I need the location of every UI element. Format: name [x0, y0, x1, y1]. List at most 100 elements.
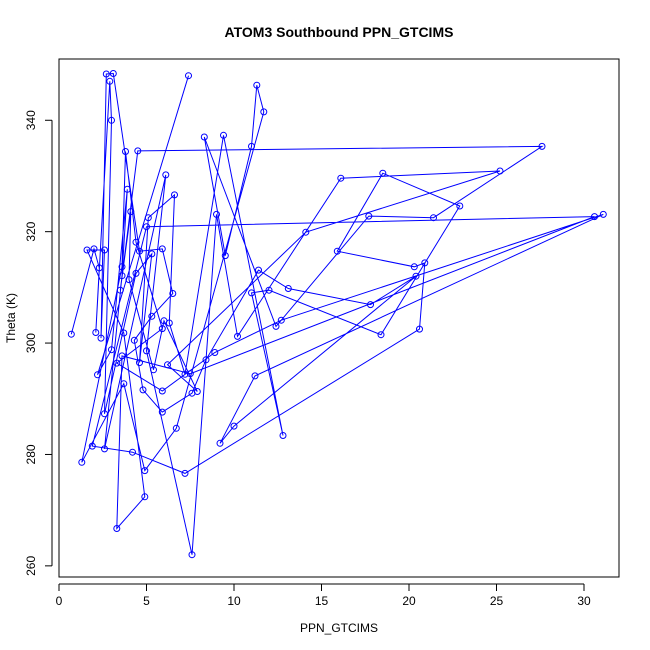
data-point [248, 142, 255, 150]
data-point [67, 330, 75, 338]
data-point [171, 191, 178, 199]
data-point [202, 356, 210, 364]
data-point [160, 317, 168, 325]
data-point [221, 252, 229, 260]
data-point [169, 290, 177, 297]
data-point [122, 148, 129, 155]
series-layer [67, 70, 607, 559]
data-point [158, 245, 166, 253]
data-point [284, 285, 292, 292]
data-point [94, 371, 101, 379]
data-point [136, 247, 143, 255]
data-point [230, 422, 238, 430]
data-point [97, 334, 105, 342]
data-point [599, 210, 607, 218]
y-axis-label: Theta (K) [4, 293, 18, 343]
y-tick-label: 320 [24, 221, 38, 241]
data-point [90, 245, 98, 253]
data-point [162, 171, 170, 179]
data-point [132, 238, 140, 246]
data-point [118, 352, 126, 360]
data-point [302, 228, 310, 236]
data-point [185, 72, 192, 80]
data-point [430, 214, 437, 222]
data-point [158, 408, 166, 416]
series-line [70, 72, 604, 555]
data-point [591, 213, 598, 221]
data-point [234, 332, 241, 340]
data-point [132, 269, 140, 277]
data-point [172, 424, 180, 432]
data-point [118, 272, 126, 280]
x-axis-label: PPN_GTCIMS [300, 621, 378, 635]
data-point [379, 169, 387, 177]
data-point [113, 359, 121, 367]
data-point [272, 322, 280, 330]
data-point [277, 316, 285, 324]
data-point [186, 370, 194, 378]
data-point [211, 349, 219, 356]
data-point [141, 467, 149, 475]
data-point [148, 312, 156, 320]
data-point [134, 147, 142, 155]
data-point [101, 445, 108, 453]
data-point [102, 70, 110, 78]
data-point [333, 247, 341, 255]
y-tick-label: 300 [24, 333, 38, 353]
data-point [106, 77, 114, 85]
data-point [377, 331, 385, 339]
data-point [365, 212, 373, 220]
data-point [421, 259, 429, 267]
data-point [216, 439, 224, 447]
y-axis: 260 280 300 320 340 [24, 110, 53, 576]
data-point [83, 246, 91, 254]
plot-frame [58, 58, 620, 578]
x-tick-label: 20 [402, 594, 416, 608]
data-point [367, 301, 374, 309]
data-point [200, 133, 208, 141]
data-point [410, 263, 418, 271]
data-point [141, 493, 149, 501]
data-point [139, 386, 147, 394]
x-tick-label: 15 [315, 594, 329, 608]
data-point [158, 325, 166, 333]
y-tick-label: 260 [24, 556, 38, 576]
data-point [125, 276, 133, 284]
data-point [120, 329, 128, 337]
data-point [88, 442, 96, 450]
data-point [213, 210, 220, 218]
data-point [188, 551, 196, 559]
chart-title: ATOM3 Southbound PPN_GTCIMS [225, 24, 454, 40]
data-point [337, 174, 345, 182]
data-point [95, 264, 103, 272]
x-tick-label: 25 [490, 594, 504, 608]
data-point [118, 263, 126, 271]
data-point [143, 347, 150, 355]
data-point [143, 223, 150, 231]
data-point [496, 167, 504, 175]
data-point [279, 432, 287, 439]
x-tick-label: 0 [56, 594, 63, 608]
data-point [456, 202, 464, 210]
data-point [260, 108, 268, 116]
data-point [181, 469, 189, 477]
data-point [113, 525, 121, 532]
data-point [127, 208, 135, 216]
x-tick-label: 10 [227, 594, 241, 608]
data-point [251, 372, 259, 380]
data-point [130, 336, 138, 344]
data-point [265, 286, 273, 294]
data-point [164, 361, 171, 369]
data-point [144, 214, 152, 222]
data-point [416, 325, 423, 333]
data-point [255, 266, 262, 274]
data-point [108, 116, 115, 124]
y-tick-label: 340 [24, 110, 38, 130]
data-point [253, 81, 261, 89]
data-point [129, 448, 136, 456]
x-tick-label: 5 [143, 594, 150, 608]
data-point [538, 142, 546, 150]
data-point [220, 131, 227, 139]
data-point [92, 329, 100, 336]
